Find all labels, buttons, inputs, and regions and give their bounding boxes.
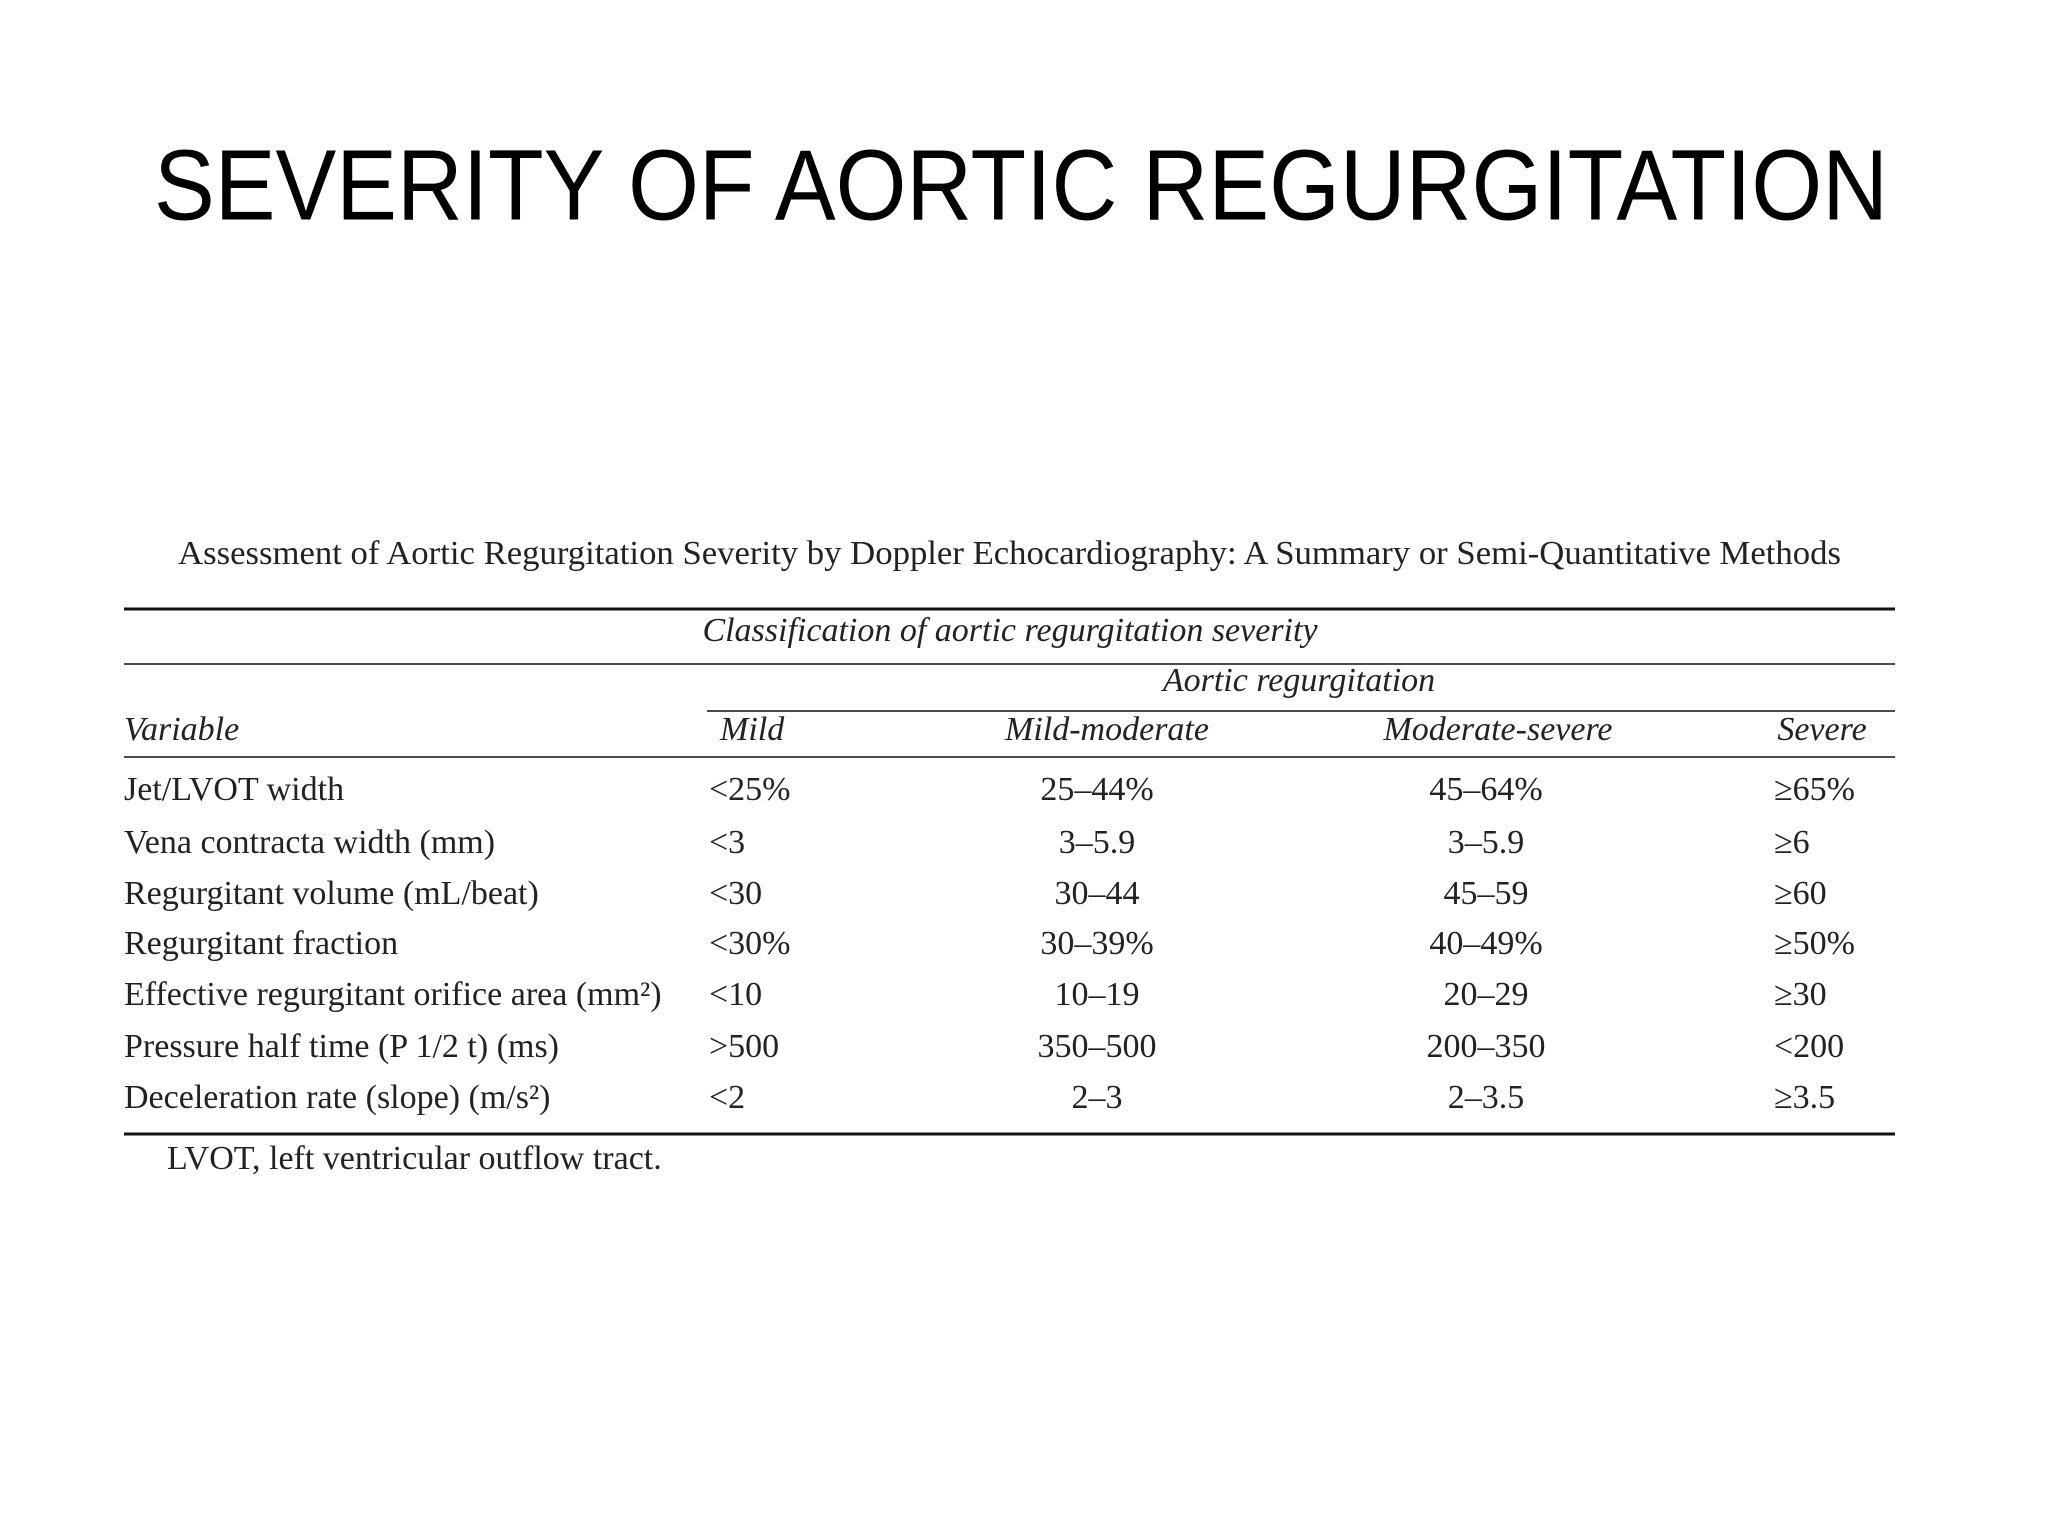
table-cell: <3	[709, 824, 745, 861]
table-cell: 30–44	[1055, 875, 1140, 912]
row-label: Effective regurgitant orifice area (mm²)	[124, 976, 662, 1013]
row-label: Jet/LVOT width	[124, 771, 344, 808]
table-cell: ≥60	[1774, 875, 1827, 912]
table-cell: <30%	[709, 925, 791, 962]
table-cell: 20–29	[1444, 976, 1529, 1013]
table-cell: 3–5.9	[1059, 824, 1136, 861]
column-header: Variable	[124, 711, 239, 748]
table-cell: <10	[709, 976, 762, 1013]
table-cell: 40–49%	[1429, 925, 1542, 962]
table-cell: 2–3.5	[1448, 1079, 1525, 1116]
column-header: Mild-moderate	[1004, 711, 1209, 748]
column-header: Severe	[1777, 711, 1866, 748]
table-cell: <2	[709, 1079, 745, 1116]
column-header: Moderate-severe	[1382, 711, 1612, 748]
table-cell: ≥65%	[1774, 771, 1855, 808]
table-cell: 45–59	[1444, 875, 1529, 912]
row-label: Pressure half time (P 1/2 t) (ms)	[124, 1028, 559, 1065]
table-cell: <25%	[709, 771, 791, 808]
footnote: LVOT, left ventricular outflow tract.	[167, 1140, 662, 1177]
table-caption: Assessment of Aortic Regurgitation Sever…	[178, 535, 1841, 572]
table-cell: ≥30	[1774, 976, 1827, 1013]
subgroup-header: Aortic regurgitation	[1161, 662, 1435, 699]
table-cell: 200–350	[1427, 1028, 1546, 1065]
table-cell: ≥6	[1774, 824, 1810, 861]
table-cell: ≥3.5	[1774, 1079, 1835, 1116]
table-cell: 25–44%	[1040, 771, 1153, 808]
group-header: Classification of aortic regurgitation s…	[702, 612, 1318, 649]
row-label: Deceleration rate (slope) (m/s²)	[124, 1079, 551, 1116]
table-cell: 2–3	[1072, 1079, 1123, 1116]
table-cell: <200	[1774, 1028, 1844, 1065]
column-header: Mild	[719, 711, 785, 748]
table-cell: 45–64%	[1429, 771, 1542, 808]
table-cell: >500	[709, 1028, 779, 1065]
table-cell: ≥50%	[1774, 925, 1855, 962]
table-cell: 10–19	[1055, 976, 1140, 1013]
row-label: Vena contracta width (mm)	[124, 824, 495, 861]
table-cell: <30	[709, 875, 762, 912]
table-cell: 3–5.9	[1448, 824, 1525, 861]
row-label: Regurgitant fraction	[124, 925, 398, 962]
table-cell: 350–500	[1038, 1028, 1157, 1065]
table-cell: 30–39%	[1040, 925, 1153, 962]
row-label: Regurgitant volume (mL/beat)	[124, 875, 539, 912]
slide-title: SEVERITY OF AORTIC REGURGITATION	[154, 129, 1888, 241]
